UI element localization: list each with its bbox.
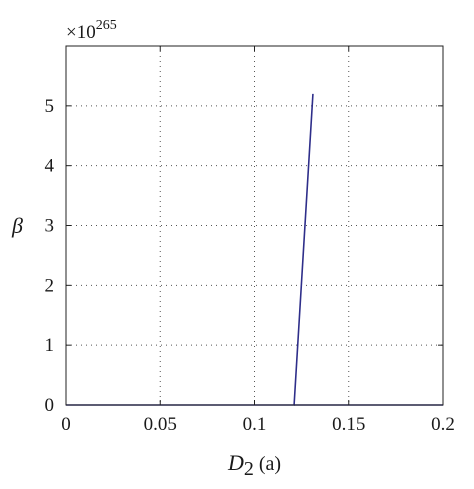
- y-tick-label: 2: [45, 275, 55, 296]
- plot-area: [66, 46, 443, 405]
- y-axis-label: β: [11, 213, 23, 238]
- x-axis-label-suffix: (a): [254, 453, 281, 475]
- y-multiplier-label: ×10265: [66, 18, 117, 43]
- y-tick-label: 3: [45, 216, 55, 237]
- x-tick-labels: 0 0.05 0.1 0.15 0.2: [61, 414, 455, 435]
- x-tick-label: 0.2: [431, 414, 455, 435]
- x-tick-label: 0.15: [332, 414, 365, 435]
- x-tick-label: 0.1: [243, 414, 267, 435]
- x-axis-label-subscript: 2: [244, 458, 254, 480]
- x-axis-label-symbol: D: [227, 450, 244, 475]
- x-tick-label: 0.05: [144, 414, 177, 435]
- y-tick-label: 1: [45, 335, 55, 356]
- y-tick-labels: 0 1 2 3 4 5: [45, 96, 55, 416]
- y-multiplier-prefix: ×10: [66, 22, 96, 43]
- x-axis-label: D2 (a): [227, 450, 281, 480]
- x-tick-label: 0: [61, 414, 71, 435]
- y-tick-label: 4: [45, 156, 55, 177]
- y-tick-label: 0: [45, 395, 55, 416]
- y-tick-label: 5: [45, 96, 55, 117]
- axes-layer: [65, 45, 444, 406]
- y-multiplier-exponent: 265: [96, 18, 117, 33]
